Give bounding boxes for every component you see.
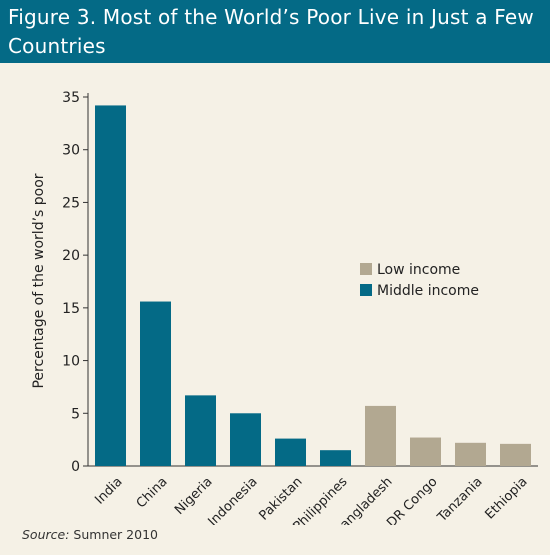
bar (140, 301, 171, 466)
legend-label: Middle income (377, 283, 479, 299)
y-axis-label: Percentage of the world’s poor (31, 173, 47, 388)
legend-label: Low income (377, 262, 460, 278)
y-tick-label: 25 (62, 195, 80, 211)
y-tick-label: 5 (71, 406, 80, 422)
y-tick-label: 30 (62, 143, 80, 159)
y-tick-label: 10 (62, 354, 80, 370)
y-tick-label: 35 (62, 90, 80, 106)
bar (275, 438, 306, 466)
chart-title: Figure 3. Most of the World’s Poor Live … (8, 5, 534, 58)
x-tick-label: India (92, 474, 125, 507)
bar (500, 443, 531, 466)
bar (185, 395, 216, 466)
title-bar: Figure 3. Most of the World’s Poor Live … (0, 0, 550, 63)
x-tick-label: China (134, 474, 171, 511)
x-tick-label: Ethiopia (482, 474, 530, 522)
bar (410, 437, 441, 466)
y-tick-label: 20 (62, 248, 80, 264)
x-tick-label: DR Congo (384, 474, 440, 525)
legend-swatch (360, 263, 372, 275)
y-tick-label: 15 (62, 301, 80, 317)
bar (95, 105, 126, 467)
bar (365, 405, 396, 466)
bar (455, 442, 486, 466)
legend-swatch (360, 284, 372, 296)
source-text: Sumner 2010 (73, 527, 158, 542)
x-tick-label: Nigeria (172, 474, 215, 517)
x-tick-label: Tanzania (434, 474, 485, 525)
bar (230, 413, 261, 466)
bar (320, 450, 351, 466)
source-note: Source: Sumner 2010 (22, 527, 158, 542)
y-tick-label: 0 (71, 459, 80, 475)
source-label: Source: (22, 527, 70, 542)
x-tick-label: Indonesia (205, 474, 260, 525)
bar-chart: 0 5 10 15 20 25 30 35 Percentage of the world’s … (31, 90, 538, 525)
